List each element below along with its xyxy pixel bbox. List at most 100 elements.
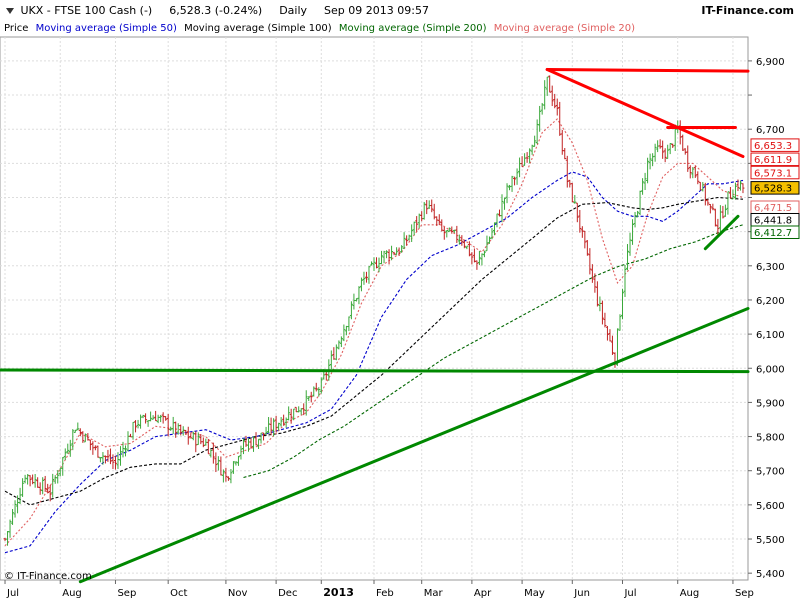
price-bar bbox=[726, 191, 730, 215]
price-bar bbox=[585, 240, 589, 256]
price-bar bbox=[728, 187, 732, 199]
price-bar bbox=[447, 227, 451, 233]
price-bar bbox=[417, 213, 421, 229]
x-tick-label: 2013 bbox=[323, 586, 354, 599]
price-bar bbox=[226, 476, 230, 481]
price-bar bbox=[364, 271, 368, 283]
price-bar bbox=[154, 410, 158, 422]
price-tag-box bbox=[750, 152, 800, 167]
x-tick-label: Apr bbox=[474, 588, 492, 599]
price-bar bbox=[367, 266, 371, 284]
price-bar bbox=[618, 314, 622, 331]
price-bar bbox=[28, 475, 32, 487]
price-bar bbox=[711, 203, 715, 211]
price-bar bbox=[425, 200, 429, 215]
x-tick-label: Jul bbox=[623, 588, 636, 599]
price-tag: 6,412.7 bbox=[750, 225, 800, 239]
price-bar bbox=[149, 411, 153, 422]
resistance-trendline bbox=[545, 67, 745, 159]
interval-label: Daily bbox=[279, 4, 308, 17]
y-tick-label: 5,700 bbox=[756, 467, 785, 478]
price-bar bbox=[583, 230, 587, 249]
y-tick-label: 6,100 bbox=[756, 330, 785, 341]
price-bar bbox=[693, 166, 697, 178]
price-bar bbox=[578, 209, 582, 233]
price-bar bbox=[8, 519, 12, 538]
price-bar bbox=[573, 195, 577, 204]
price-bar bbox=[61, 457, 65, 476]
price-bar bbox=[359, 277, 363, 292]
short-uptrend bbox=[703, 214, 740, 251]
price-bar bbox=[111, 454, 115, 470]
price-bar bbox=[151, 415, 155, 420]
price-tag-label: 6,653.3 bbox=[754, 141, 792, 152]
price-bar bbox=[691, 167, 695, 179]
y-tick-label: 6,300 bbox=[756, 262, 785, 273]
price-bar bbox=[605, 325, 609, 341]
price-bar bbox=[159, 414, 163, 423]
price-bar bbox=[264, 426, 268, 435]
price-bar bbox=[211, 442, 215, 464]
price-bar bbox=[51, 473, 55, 498]
price-bar bbox=[76, 422, 80, 431]
price-bar bbox=[309, 391, 313, 403]
price-bar bbox=[88, 439, 92, 451]
price-bar bbox=[530, 144, 534, 155]
price-bar bbox=[272, 418, 276, 437]
price-bar bbox=[196, 432, 200, 445]
price-bar bbox=[201, 437, 205, 448]
y-tick-label: 5,900 bbox=[756, 398, 785, 409]
price-tag-box bbox=[750, 225, 800, 239]
price-bar bbox=[304, 390, 308, 416]
price-bar bbox=[636, 210, 640, 218]
price-bar bbox=[487, 236, 491, 244]
price-bar bbox=[723, 204, 727, 217]
y-tick-label: 5,800 bbox=[756, 433, 785, 444]
price-bar bbox=[708, 203, 712, 214]
price-bar bbox=[317, 387, 321, 397]
price-bar bbox=[703, 182, 707, 206]
price-tag: 6,441.8 bbox=[750, 212, 800, 227]
x-tick-label: Nov bbox=[228, 588, 248, 599]
price-bar bbox=[262, 432, 266, 441]
dropdown-triangle-icon[interactable] bbox=[6, 8, 14, 14]
trend-lines bbox=[0, 67, 750, 584]
legend-ma20: Moving average (Simple 20) bbox=[493, 23, 635, 34]
support-6000 bbox=[0, 368, 750, 374]
price-bar bbox=[13, 500, 17, 518]
y-tick-label: 6,200 bbox=[756, 296, 785, 307]
price-bar bbox=[505, 183, 509, 204]
chart-header: UKX - FTSE 100 Cash (-) 6,528.3 (-0.24%)… bbox=[0, 0, 800, 22]
price-bar bbox=[410, 224, 414, 242]
price-bar bbox=[385, 250, 389, 259]
price-bar bbox=[678, 120, 682, 145]
chart-legend: Price Moving average (Simple 50) Moving … bbox=[4, 23, 639, 34]
price-bar bbox=[615, 328, 619, 366]
price-bar bbox=[337, 340, 341, 350]
symbol-title: UKX - FTSE 100 Cash (-) bbox=[20, 4, 153, 17]
price-tag: 6,528.3 bbox=[750, 181, 800, 195]
price-bar bbox=[96, 445, 100, 458]
price-bar bbox=[590, 264, 594, 283]
price-bar bbox=[688, 165, 692, 179]
price-bar bbox=[26, 474, 30, 485]
price-bar bbox=[329, 350, 333, 370]
y-tick-label: 6,700 bbox=[756, 125, 785, 136]
price-bar bbox=[462, 239, 466, 249]
price-bar bbox=[43, 475, 47, 492]
price-bar bbox=[302, 403, 306, 416]
price-bar bbox=[482, 250, 486, 258]
price-bar bbox=[415, 216, 419, 232]
price-bar bbox=[289, 408, 293, 424]
price-bar bbox=[134, 420, 138, 433]
price-bar bbox=[81, 431, 85, 443]
price-bar bbox=[681, 134, 685, 151]
price-bar bbox=[392, 251, 396, 256]
header-left: UKX - FTSE 100 Cash (-) 6,528.3 (-0.24%)… bbox=[6, 4, 429, 17]
price-bar bbox=[347, 316, 351, 332]
price-bar bbox=[736, 179, 740, 192]
price-bar bbox=[236, 455, 240, 466]
price-bar bbox=[738, 180, 742, 191]
price-bar bbox=[716, 218, 720, 236]
price-tags: 6,653.3 6,611.9 6,573.1 6,528.3 6,471.56,441… bbox=[750, 138, 800, 239]
